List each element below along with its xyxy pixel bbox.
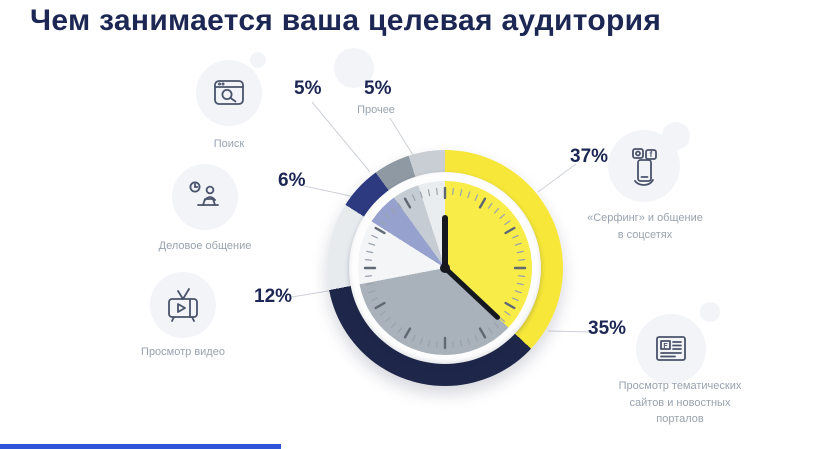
- business-percent: 6%: [278, 170, 306, 191]
- tv-play-icon: [150, 272, 216, 338]
- decor-circle: [334, 48, 374, 88]
- search-percent: 5%: [294, 78, 322, 99]
- video-caption: Просмотр видео: [141, 346, 225, 358]
- decor-circle: [700, 302, 720, 322]
- news-portal-icon: F: [636, 314, 706, 384]
- other-percent: 5%: [364, 78, 392, 99]
- page-title: Чем занимается ваша целевая аудитория: [30, 4, 662, 37]
- surf-caption: «Серфинг» и общение в соцсетях: [587, 212, 703, 241]
- clock-face: [358, 181, 532, 355]
- phone-social-icon: f: [608, 130, 680, 202]
- search-icon: [196, 60, 262, 126]
- search-caption: Поиск: [213, 138, 245, 150]
- video-progress-bar[interactable]: [0, 444, 281, 449]
- news-percent: 35%: [588, 318, 627, 339]
- business-caption: Деловое общение: [158, 240, 252, 252]
- news-caption: Просмотр тематических сайтов и новостных…: [618, 380, 742, 425]
- clock-pie-chart: [327, 150, 563, 386]
- video-percent: 12%: [254, 286, 293, 307]
- svg-text:F: F: [663, 343, 668, 350]
- business-chat-icon: [172, 164, 238, 230]
- surf-percent: 37%: [570, 146, 609, 167]
- svg-text:f: f: [650, 150, 653, 159]
- decor-circle: [250, 52, 266, 68]
- other-caption: Прочее: [357, 104, 395, 116]
